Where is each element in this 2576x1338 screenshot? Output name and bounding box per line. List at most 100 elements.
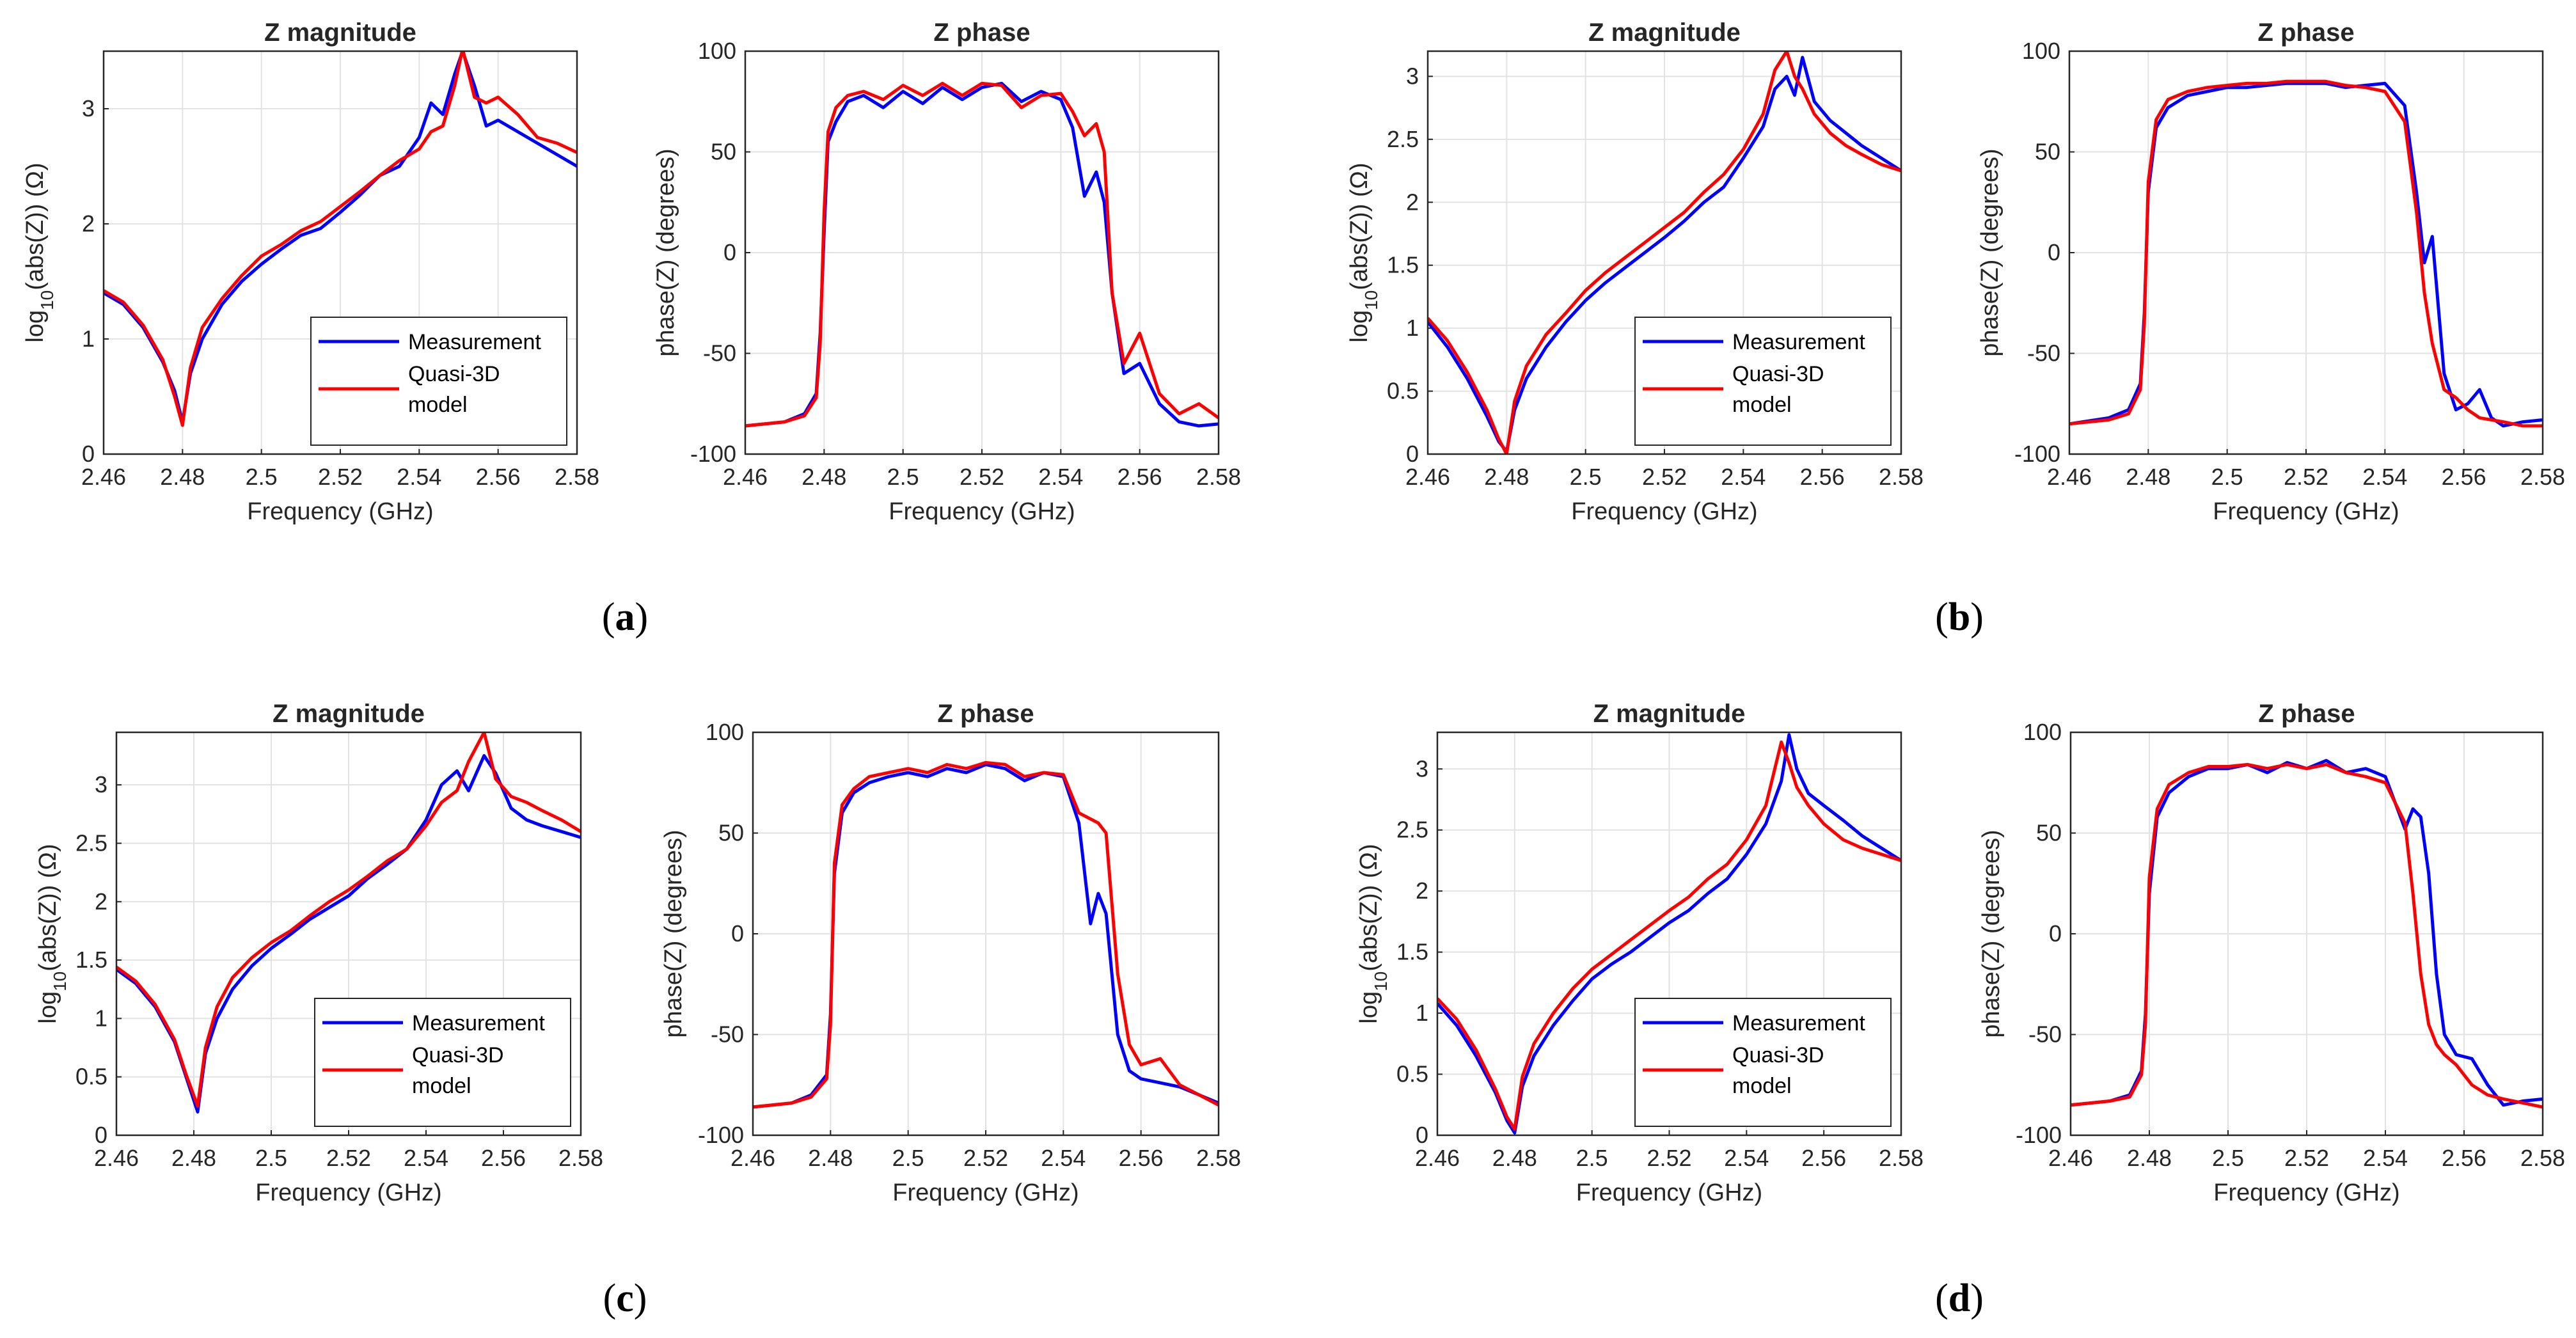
y-tick-label: 100 bbox=[2022, 38, 2060, 64]
y-axis-label: phase(Z) (degrees) bbox=[660, 830, 687, 1037]
x-tick-label: 2.58 bbox=[1196, 464, 1241, 490]
subplot-c-phase: 2.46 2.48 2.5 2.52 2.54 2.56 2.58 -100 -50 0 50 100… bbox=[660, 700, 1241, 1206]
x-tick-label: 2.56 bbox=[1800, 464, 1845, 490]
x-tick-label: 2.58 bbox=[2520, 464, 2565, 490]
x-axis-label: Frequency (GHz) bbox=[1576, 1179, 1762, 1206]
x-tick-label: 2.5 bbox=[1576, 1145, 1608, 1171]
axes-box bbox=[744, 50, 1220, 455]
y-tick-label: 100 bbox=[698, 38, 736, 64]
axes-box bbox=[1436, 731, 1902, 1137]
legend-box bbox=[1634, 317, 1892, 446]
x-tick-label: 2.46 bbox=[2048, 1145, 2093, 1171]
x-tick-label: 2.58 bbox=[1879, 1145, 1924, 1171]
x-tick-label: 2.54 bbox=[2363, 1145, 2408, 1171]
plot-title: Z magnitude bbox=[1593, 700, 1746, 728]
x-axis-label: Frequency (GHz) bbox=[2213, 1179, 2399, 1206]
y-tick-label: -50 bbox=[2028, 1021, 2062, 1048]
y-tick-label: 0 bbox=[1406, 441, 1419, 467]
y-axis-label: log10(abs(Z)) (Ω) bbox=[1346, 162, 1381, 342]
legend: Measurement Quasi-3D model bbox=[310, 317, 567, 446]
x-tick-label: 2.56 bbox=[2442, 1145, 2486, 1171]
y-tick-label: 3 bbox=[1406, 63, 1419, 89]
axes-box bbox=[1426, 50, 1902, 455]
x-tick-label: 2.5 bbox=[255, 1145, 287, 1171]
y-axis-label: phase(Z) (degrees) bbox=[1977, 148, 2003, 356]
axes-box bbox=[115, 731, 582, 1137]
y-tick-label: 100 bbox=[706, 719, 744, 745]
legend-label-measurement: Measurement bbox=[1732, 330, 1865, 354]
x-tick-label: 2.56 bbox=[1118, 464, 1162, 490]
plot-title: Z magnitude bbox=[1588, 19, 1741, 47]
x-tick-label: 2.58 bbox=[1196, 1145, 1241, 1171]
y-tick-label: 100 bbox=[2023, 719, 2062, 745]
x-tick-label: 2.52 bbox=[326, 1145, 371, 1171]
axes-box bbox=[2068, 50, 2544, 455]
x-tick-label: 2.56 bbox=[1119, 1145, 1164, 1171]
x-tick-label: 2.52 bbox=[2284, 1145, 2329, 1171]
series-line-model bbox=[745, 81, 1219, 428]
panel-label-a: (a) bbox=[602, 595, 648, 639]
x-tick-label: 2.56 bbox=[2442, 464, 2486, 490]
x-axis-label: Frequency (GHz) bbox=[1571, 498, 1757, 525]
x-axis-label: Frequency (GHz) bbox=[255, 1179, 441, 1206]
series-line-model bbox=[2069, 79, 2543, 428]
series-line-model bbox=[116, 732, 581, 1108]
x-tick-label: 2.48 bbox=[2126, 464, 2170, 490]
series-line-model bbox=[104, 51, 577, 427]
x-tick-label: 2.52 bbox=[960, 464, 1004, 490]
axes-box bbox=[752, 731, 1220, 1137]
y-tick-label: -100 bbox=[690, 441, 736, 467]
x-tick-label: 2.48 bbox=[171, 1145, 216, 1171]
y-tick-label: 3 bbox=[82, 95, 95, 122]
y-tick-label: 50 bbox=[2035, 139, 2060, 165]
x-tick-label: 2.58 bbox=[2520, 1145, 2565, 1171]
y-tick-label: 0 bbox=[723, 239, 736, 265]
y-axis-label: phase(Z) (degrees) bbox=[1978, 830, 2005, 1037]
y-tick-label: 2.5 bbox=[1396, 817, 1428, 843]
plot-title: Z phase bbox=[2258, 700, 2355, 728]
x-tick-label: 2.48 bbox=[1484, 464, 1529, 490]
x-tick-label: 2.54 bbox=[1038, 464, 1083, 490]
x-tick-label: 2.5 bbox=[2211, 464, 2243, 490]
y-axis-label: log10(abs(Z)) (Ω) bbox=[35, 844, 70, 1023]
y-tick-label: 0 bbox=[95, 1122, 107, 1148]
x-tick-label: 2.5 bbox=[887, 464, 919, 490]
y-tick-label: 2.5 bbox=[75, 830, 107, 856]
x-tick-label: 2.48 bbox=[160, 464, 205, 490]
plot-title: Z phase bbox=[2257, 19, 2354, 47]
legend-label-model: Quasi-3D model bbox=[408, 362, 500, 417]
legend-label-measurement: Measurement bbox=[1732, 1011, 1865, 1035]
x-axis-label: Frequency (GHz) bbox=[2213, 498, 2399, 525]
legend: Measurement Quasi-3D model bbox=[1634, 317, 1892, 446]
x-tick-label: 2.56 bbox=[476, 464, 521, 490]
y-tick-label: 0.5 bbox=[75, 1064, 107, 1090]
y-axis-label: log10(abs(Z)) (Ω) bbox=[1355, 844, 1391, 1023]
y-tick-label: -100 bbox=[2014, 441, 2060, 467]
x-tick-label: 2.56 bbox=[1801, 1145, 1846, 1171]
x-tick-label: 2.48 bbox=[2127, 1145, 2172, 1171]
x-tick-label: 2.52 bbox=[1647, 1145, 1691, 1171]
x-tick-label: 2.52 bbox=[318, 464, 363, 490]
subplot-a-magnitude: 2.46 2.48 2.5 2.52 2.54 2.56 2.58 0 1 2 3 Z magnitu… bbox=[22, 19, 599, 525]
y-tick-label: 50 bbox=[2036, 820, 2062, 846]
x-tick-label: 2.54 bbox=[1724, 1145, 1769, 1171]
y-tick-label: 3 bbox=[95, 771, 107, 798]
subplot-b-magnitude: 2.46 2.48 2.5 2.52 2.54 2.56 2.58 0 0.5 1 1.5 2 2.5 3… bbox=[1346, 19, 1924, 525]
x-tick-label: 2.56 bbox=[481, 1145, 526, 1171]
y-tick-label: 2.5 bbox=[1387, 126, 1419, 152]
y-axis-label: log10(abs(Z)) (Ω) bbox=[22, 162, 57, 342]
y-tick-label: 0.5 bbox=[1396, 1061, 1428, 1087]
x-tick-label: 2.48 bbox=[1492, 1145, 1537, 1171]
x-tick-label: 2.5 bbox=[246, 464, 278, 490]
y-tick-label: 0.5 bbox=[1387, 378, 1419, 404]
subplot-c-magnitude: 2.46 2.48 2.5 2.52 2.54 2.56 2.58 0 0.5 1 1.5 2 2.5 3… bbox=[35, 700, 603, 1206]
x-tick-label: 2.5 bbox=[892, 1145, 924, 1171]
panel-label-b: (b) bbox=[1935, 595, 1984, 639]
x-tick-label: 2.54 bbox=[1041, 1145, 1086, 1171]
subplot-b-phase: 2.46 2.48 2.5 2.52 2.54 2.56 2.58 -100 -50 0 50 100… bbox=[1977, 19, 2565, 525]
series-line-model bbox=[1437, 740, 1901, 1131]
y-tick-label: 2 bbox=[1406, 189, 1419, 215]
legend-label-measurement: Measurement bbox=[412, 1011, 545, 1035]
x-tick-label: 2.52 bbox=[2284, 464, 2328, 490]
axes-box bbox=[2069, 731, 2544, 1137]
